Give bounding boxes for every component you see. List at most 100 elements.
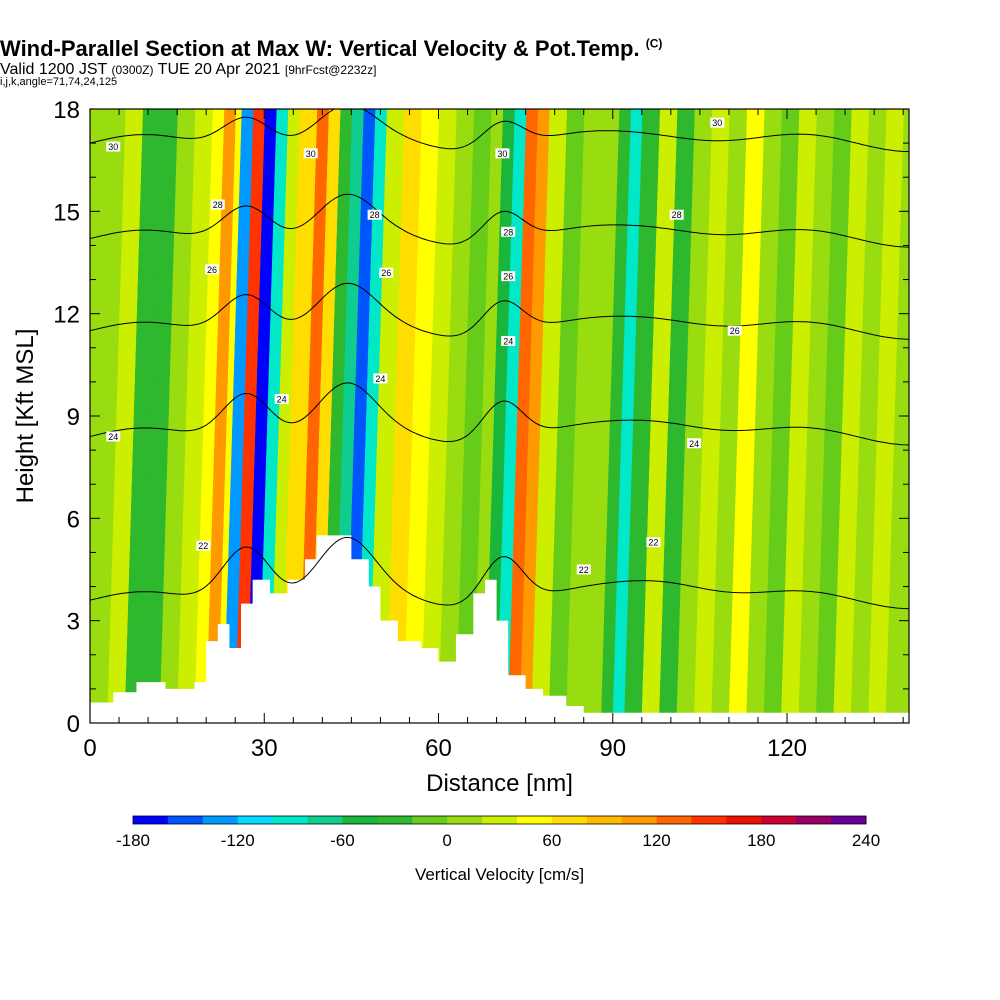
velocity-column-74 bbox=[519, 109, 551, 723]
colorbar-tick-label: 120 bbox=[642, 831, 670, 850]
y-tick-label: 18 bbox=[53, 97, 80, 124]
velocity-column-134 bbox=[868, 109, 905, 723]
theta-contours: 22 22 22 24 24 24 24 24 26 26 26 26 28 28 28 28 30 30 30 30 bbox=[90, 109, 909, 610]
theta-label-text: 30 bbox=[306, 149, 316, 159]
velocity-column-85 bbox=[583, 109, 620, 723]
theta-label-text: 28 bbox=[213, 200, 223, 210]
velocity-column-0 bbox=[90, 109, 127, 723]
theta-label-text: 26 bbox=[730, 326, 740, 336]
colorbar-swatch bbox=[621, 816, 658, 824]
colorbar-swatch bbox=[761, 816, 797, 824]
theta-label-28-3: 28 bbox=[669, 209, 684, 220]
velocity-column-48 bbox=[368, 109, 405, 723]
x-axis: 0 30 60 90 120 Distance [nm] bbox=[83, 109, 904, 797]
theta-label-bg bbox=[367, 209, 382, 220]
y-tick-label: 0 bbox=[67, 711, 80, 738]
colorbar-swatch bbox=[272, 816, 309, 824]
velocity-column-131 bbox=[850, 109, 888, 723]
colorbar-swatch bbox=[307, 816, 343, 824]
velocity-column-9 bbox=[142, 109, 179, 723]
theta-label-26-2: 26 bbox=[501, 271, 516, 282]
theta-label-bg bbox=[727, 325, 742, 336]
theta-label-bg bbox=[106, 141, 121, 152]
theta-label-text: 24 bbox=[689, 439, 699, 449]
velocity-column-3 bbox=[107, 109, 144, 723]
velocity-column-25 bbox=[234, 109, 266, 723]
theta-contour-24 bbox=[90, 382, 909, 446]
velocity-column-31 bbox=[269, 109, 301, 723]
velocity-column-125 bbox=[815, 109, 853, 723]
colorbar-swatch bbox=[377, 816, 413, 824]
velocity-column-6 bbox=[124, 109, 161, 723]
subtitle-valid: Valid 1200 JST bbox=[0, 61, 108, 78]
theta-label-text: 24 bbox=[503, 336, 513, 346]
velocity-column-95 bbox=[641, 109, 678, 723]
theta-label-bg bbox=[687, 438, 702, 449]
x-tick-label: 60 bbox=[425, 735, 452, 762]
theta-label-bg bbox=[196, 540, 211, 551]
theta-label-text: 30 bbox=[108, 142, 118, 152]
theta-contour-30 bbox=[90, 109, 909, 153]
velocity-column-22 bbox=[217, 109, 243, 723]
colorbar-label: Vertical Velocity [cm/s] bbox=[415, 865, 584, 884]
colorbar-tick-label: -60 bbox=[330, 831, 355, 850]
y-tick-label: 6 bbox=[67, 506, 80, 533]
colorbar-swatch bbox=[831, 816, 867, 824]
colorbar-swatch bbox=[167, 816, 204, 824]
velocity-column-101 bbox=[676, 109, 713, 723]
chart-title: Wind-Parallel Section at Max W: Vertical… bbox=[0, 36, 1000, 62]
velocity-column-88 bbox=[600, 109, 632, 723]
colorbar-swatch bbox=[656, 816, 692, 824]
velocity-column-113 bbox=[746, 109, 783, 723]
x-axis-label: Distance [nm] bbox=[426, 770, 573, 797]
velocity-column-72 bbox=[507, 109, 539, 723]
colorbar-swatch bbox=[586, 816, 623, 824]
velocity-column-119 bbox=[780, 109, 818, 723]
subtitle-date: TUE 20 Apr 2021 bbox=[157, 61, 281, 78]
colorbar-swatch bbox=[342, 816, 378, 824]
theta-label-text: 28 bbox=[672, 210, 682, 220]
subtitle-utc: (0300Z) bbox=[111, 63, 154, 77]
x-tick-label: 0 bbox=[83, 735, 96, 762]
theta-label-24-2: 24 bbox=[373, 373, 388, 384]
theta-label-28-0: 28 bbox=[210, 199, 225, 210]
x-tick-label: 30 bbox=[251, 735, 278, 762]
theta-label-text: 28 bbox=[503, 227, 513, 237]
chart-title-tag: (C) bbox=[645, 36, 663, 51]
colorbar-swatch bbox=[202, 816, 239, 824]
colorbar-frame bbox=[132, 815, 867, 825]
colorbar-swatch bbox=[412, 816, 448, 824]
velocity-column-107 bbox=[711, 109, 748, 723]
velocity-column-122 bbox=[798, 109, 835, 723]
velocity-column-79 bbox=[548, 109, 585, 723]
theta-contour-26 bbox=[90, 282, 909, 340]
theta-label-text: 28 bbox=[370, 210, 380, 220]
theta-label-bg bbox=[669, 209, 684, 220]
y-tick-label: 12 bbox=[53, 302, 80, 329]
velocity-column-51 bbox=[385, 109, 423, 723]
velocity-column-68 bbox=[484, 109, 516, 723]
colorbar-swatch bbox=[447, 816, 483, 824]
velocity-column-33 bbox=[281, 109, 318, 723]
theta-label-22-2: 22 bbox=[646, 537, 661, 548]
velocity-column-76 bbox=[531, 109, 568, 723]
colorbar-swatch bbox=[482, 816, 518, 824]
theta-label-text: 22 bbox=[579, 565, 589, 575]
y-tick-label: 3 bbox=[67, 609, 80, 636]
theta-label-28-2: 28 bbox=[501, 226, 516, 237]
chart-subtitle-indices: i,j,k,angle=71,74,24,125 bbox=[0, 76, 118, 88]
velocity-column-60 bbox=[438, 109, 475, 723]
velocity-column-128 bbox=[833, 109, 870, 723]
theta-label-30-3: 30 bbox=[710, 117, 725, 128]
theta-label-28-1: 28 bbox=[367, 209, 382, 220]
theta-contour-28 bbox=[90, 193, 909, 248]
velocity-column-27 bbox=[246, 109, 278, 723]
velocity-column-23 bbox=[223, 109, 254, 723]
y-tick-label: 15 bbox=[53, 199, 80, 226]
theta-label-bg bbox=[495, 148, 510, 159]
theta-label-text: 30 bbox=[497, 149, 507, 159]
theta-label-30-1: 30 bbox=[303, 148, 318, 159]
velocity-column-82 bbox=[566, 109, 603, 723]
theta-label-bg bbox=[501, 226, 516, 237]
